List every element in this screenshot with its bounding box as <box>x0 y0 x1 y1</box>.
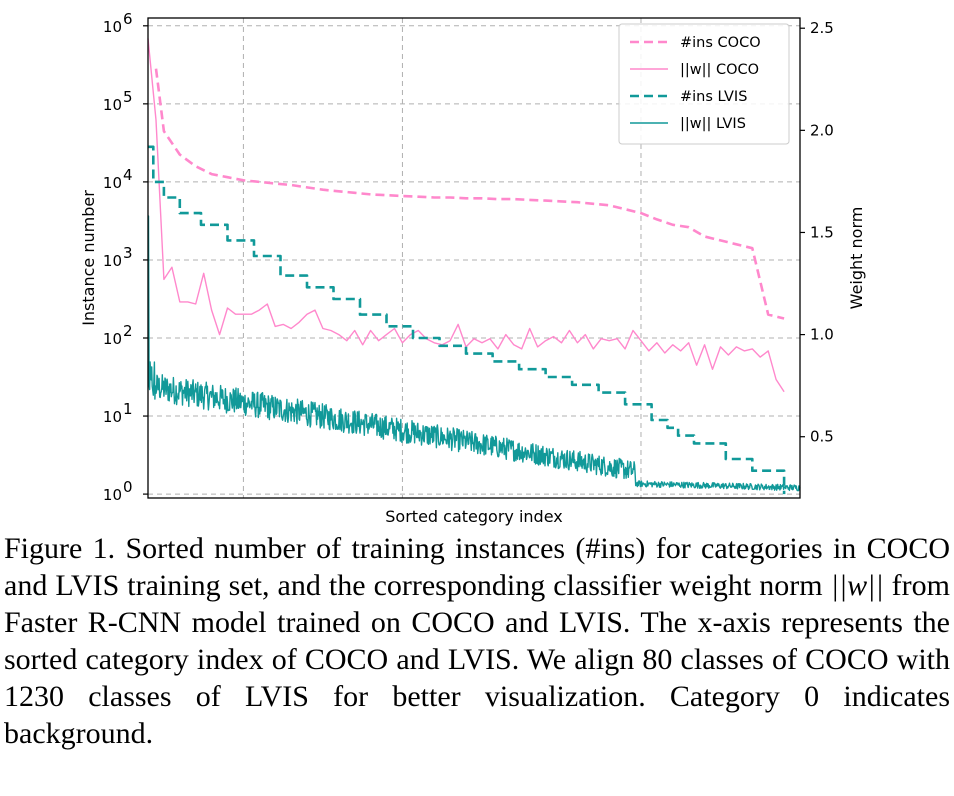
legend-label: ||w|| LVIS <box>680 116 746 132</box>
y-left-tick-exponent: 6 <box>123 10 133 28</box>
y-left-tick-exponent: 0 <box>123 478 133 496</box>
caption-text-1: Figure 1. Sorted number of training inst… <box>4 532 950 602</box>
legend: #ins COCO ||w|| COCO #ins LVIS ||w|| LVIS <box>618 23 790 145</box>
series-ins-coco-line <box>154 68 785 320</box>
figure-caption: Figure 1. Sorted number of training inst… <box>4 530 950 752</box>
y-right-tick-label: 2.0 <box>810 121 834 139</box>
series-ins-lvis-line <box>148 145 786 495</box>
y-left-tick-exponent: 4 <box>123 166 133 184</box>
legend-label: ||w|| COCO <box>680 62 759 78</box>
legend-frame <box>618 23 790 145</box>
caption-text-2: from Faster R-CNN model trained on COCO … <box>4 569 950 750</box>
legend-label: #ins COCO <box>680 35 761 51</box>
figure-chart: 10 0 10 1 10 2 10 3 10 4 10 5 10 6 0.5 1.0 1.5 2.0 2.5 Sor… <box>79 10 866 526</box>
y-left-tick-exponent: 3 <box>123 244 133 262</box>
legend-label: #ins LVIS <box>680 89 747 105</box>
x-axis-label: Sorted category index <box>385 507 562 526</box>
y-left-tick-label: 10 <box>103 330 122 348</box>
series-layer <box>147 38 801 495</box>
y-right-tick-label: 1.5 <box>810 223 834 241</box>
y-left-tick-exponent: 1 <box>123 400 133 418</box>
y-left-tick-label: 10 <box>103 174 122 192</box>
series-w-lvis-line <box>147 215 801 492</box>
y-left-tick-label: 10 <box>103 486 122 504</box>
y-left-tick-exponent: 2 <box>123 322 133 340</box>
plot-frame <box>147 17 801 499</box>
y-left-tick-label: 10 <box>103 408 122 426</box>
y-right-tick-label: 2.5 <box>810 19 834 37</box>
y-left-tick-exponent: 5 <box>123 88 133 106</box>
caption-math-norm: ||w|| <box>830 569 884 602</box>
legend-entries: #ins COCO ||w|| COCO #ins LVIS ||w|| LVIS <box>630 35 761 132</box>
y-right-tick-label: 0.5 <box>810 428 834 446</box>
y-axis-right-label: Weight norm <box>847 207 866 310</box>
y-left-tick-label: 10 <box>103 96 122 114</box>
y-left-tick-label: 10 <box>103 18 122 36</box>
y-axis-left-label: Instance number <box>79 190 98 326</box>
y-left-tick-label: 10 <box>103 252 122 270</box>
y-right-tick-label: 1.0 <box>810 326 834 344</box>
